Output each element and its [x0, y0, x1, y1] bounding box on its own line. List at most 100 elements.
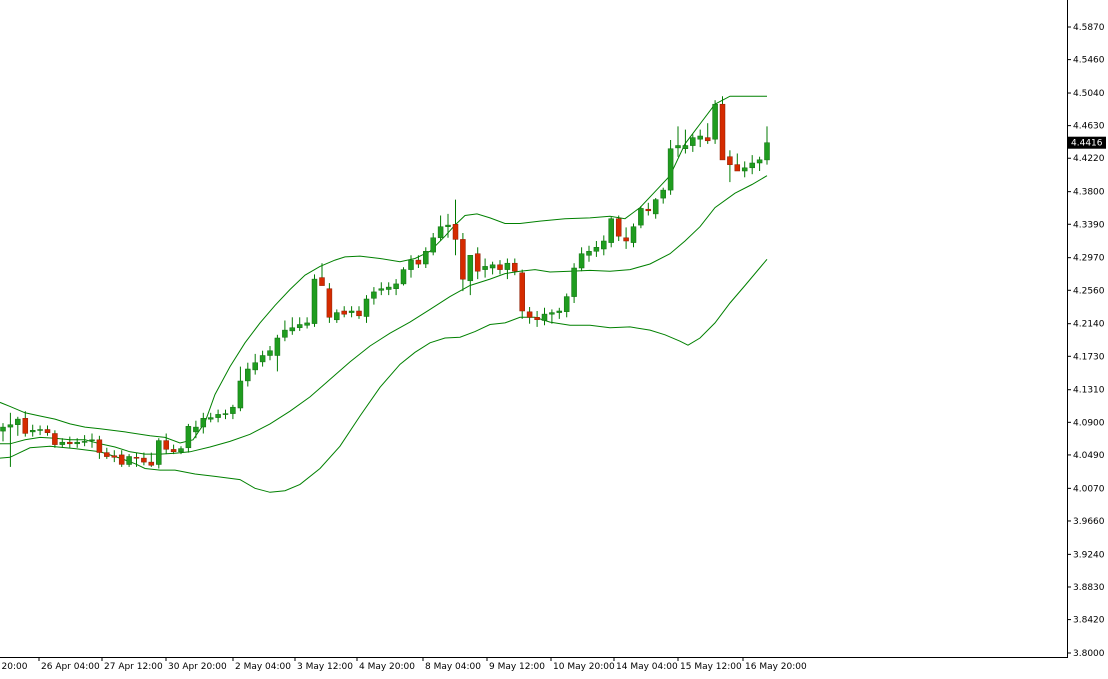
candle-body-up — [652, 199, 659, 215]
candle-body-up — [697, 135, 703, 140]
candle-body-up — [7, 424, 14, 428]
candle — [741, 161, 748, 178]
candle-body-up — [230, 406, 236, 414]
x-tick-label: 14 May 04:00 — [616, 662, 678, 672]
candle-body-down — [52, 433, 58, 445]
candle — [363, 295, 370, 323]
candle — [682, 129, 689, 154]
candle — [430, 233, 436, 256]
y-tick-label: 4.4220 — [1073, 154, 1105, 164]
candle — [170, 444, 177, 455]
candle — [452, 199, 459, 256]
candle-body-up — [289, 327, 296, 332]
candle — [371, 287, 377, 305]
candle — [467, 255, 474, 296]
candle — [445, 213, 451, 238]
candle — [37, 425, 43, 436]
candle-body-up — [185, 426, 192, 449]
bollinger-upper-band — [0, 95, 767, 444]
candle-body-up — [237, 380, 244, 409]
price-axis: 4.5870 4.5460 4.5040 4.4630 4.4220 4.3800 4.33… — [1067, 23, 1105, 659]
candle-body-down — [148, 461, 155, 466]
candle-body-down — [704, 137, 711, 142]
x-tick-label: 2 May 04:00 — [235, 662, 291, 672]
bollinger-lower-band — [0, 258, 768, 493]
candle — [200, 412, 207, 434]
candle — [96, 435, 103, 459]
candle-body-down — [111, 455, 118, 458]
candle-body-up — [756, 159, 763, 164]
candle — [393, 279, 399, 296]
y-tick-label: 4.5460 — [1073, 56, 1105, 66]
current-price-tag: 4.4416 — [1068, 136, 1106, 149]
candle-body-down — [519, 272, 525, 312]
x-tick-label: 3 May 12:00 — [297, 662, 353, 672]
candle-body-down — [734, 164, 741, 172]
candle-body-up — [393, 283, 399, 289]
candle-body-up — [222, 413, 229, 415]
candle — [482, 258, 488, 278]
candle — [638, 206, 644, 229]
candle — [400, 267, 407, 286]
candle — [408, 255, 414, 278]
candle-body-up — [363, 298, 370, 317]
candle — [22, 411, 29, 437]
candle-body-up — [638, 208, 644, 226]
candle — [104, 447, 110, 459]
candle — [334, 309, 340, 323]
x-tick-label: 30 Apr 20:00 — [168, 662, 227, 672]
y-tick-label: 4.3390 — [1073, 220, 1105, 230]
candle-body-up — [408, 259, 414, 270]
candle-body-up — [126, 456, 132, 465]
candle — [207, 412, 214, 423]
candle — [319, 263, 325, 286]
candle-body-up — [504, 262, 511, 270]
candle — [675, 126, 681, 157]
candle — [296, 317, 303, 331]
candle-body-up — [630, 226, 637, 243]
y-tick-label: 4.0070 — [1073, 484, 1105, 494]
candle — [267, 346, 273, 361]
candle-body-down — [163, 440, 169, 450]
candle — [74, 438, 80, 448]
candle — [474, 247, 481, 280]
candle — [423, 247, 429, 268]
candle-body-up — [252, 362, 258, 371]
candle — [59, 438, 66, 448]
candle — [601, 235, 607, 256]
candle — [222, 409, 229, 420]
candle — [704, 123, 711, 144]
candle-body-up — [385, 286, 392, 290]
y-tick-label: 4.3800 — [1073, 188, 1105, 198]
candle — [378, 282, 385, 296]
candle-body-up — [193, 426, 199, 433]
candle — [215, 409, 221, 423]
candle-body-down — [133, 457, 140, 459]
candle-body-down — [497, 264, 503, 270]
candle-body-up — [37, 429, 43, 431]
candle — [497, 260, 503, 275]
candle-body-up — [556, 310, 563, 313]
candle-body-up — [304, 322, 310, 326]
candle-body-up — [423, 251, 429, 265]
candle — [118, 450, 125, 467]
y-tick-label: 3.8830 — [1073, 583, 1105, 593]
candle-body-up — [601, 240, 607, 250]
candle — [111, 450, 118, 463]
candle — [126, 454, 132, 467]
candle-body-up — [741, 167, 748, 172]
bollinger-bands — [0, 95, 768, 493]
candle — [630, 223, 637, 248]
candle — [415, 255, 422, 268]
candle — [282, 320, 288, 342]
candle-body-up — [89, 439, 95, 442]
current-price-label: 4.4416 — [1071, 139, 1103, 149]
candle-body-down — [319, 277, 325, 286]
candle — [756, 156, 763, 171]
candle-body-down — [460, 239, 466, 280]
candle — [185, 423, 192, 453]
candle-body-down — [118, 454, 125, 465]
time-axis: r 20:00 26 Apr 04:00 27 Apr 12:00 30 Apr 20… — [0, 657, 807, 672]
